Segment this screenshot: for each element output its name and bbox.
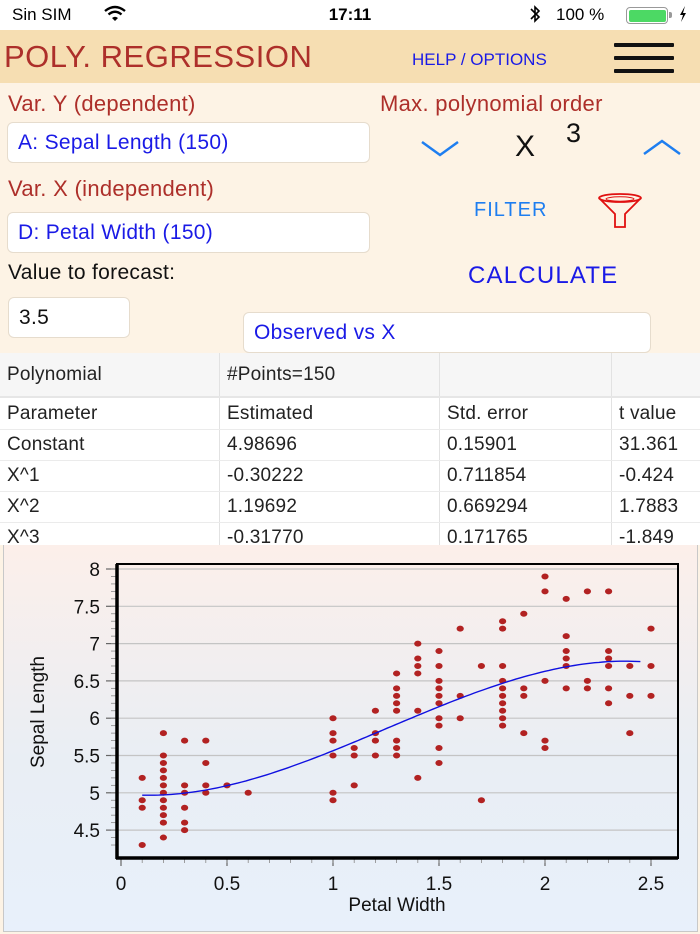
hamburger-menu-icon[interactable] [614, 43, 674, 73]
table-row: X^2 1.19692 0.669294 1.7883 [0, 492, 700, 523]
svg-text:6: 6 [89, 709, 100, 730]
table-row: Parameter Estimated Std. error t value [0, 398, 700, 430]
table-cell: Constant [0, 430, 220, 460]
svg-text:1: 1 [328, 874, 339, 895]
table-cell: X^2 [0, 492, 220, 522]
svg-text:0.5: 0.5 [214, 874, 240, 895]
table-cell: 0.171765 [440, 523, 612, 545]
scatter-plot[interactable]: 4.5 5 5.5 6 6.5 7 7.5 8 0 0.5 1 1.5 2 2.5 Petal Widt… [0, 545, 700, 934]
svg-text:0: 0 [116, 874, 127, 895]
table-cell: 0.669294 [440, 492, 612, 522]
app-header: POLY. REGRESSION HELP / OPTIONS [0, 30, 700, 83]
table-cell: Estimated [220, 398, 440, 429]
y-axis-ticks: 4.5 5 5.5 6 6.5 7 7.5 8 [74, 560, 117, 846]
wifi-icon [103, 5, 127, 28]
table-cell: 31.361 [619, 434, 679, 455]
fit-curve [142, 660, 641, 796]
table-cell: -0.31770 [220, 523, 440, 545]
svg-text:2: 2 [540, 874, 551, 895]
table-row: Constant 4.98696 0.15901 31.361 [0, 430, 700, 461]
chevron-down-icon[interactable] [420, 136, 460, 162]
table-cell: Std. error [440, 398, 612, 429]
svg-text:7.5: 7.5 [74, 597, 100, 618]
table-cell: 1.19692 [220, 492, 440, 522]
forecast-label: Value to forecast: [8, 261, 176, 284]
table-cell: 4.98696 [220, 430, 440, 460]
battery-tip [669, 12, 672, 18]
svg-text:5: 5 [89, 784, 100, 805]
x-axis-label: Petal Width [348, 895, 445, 916]
battery-icon [626, 7, 668, 24]
table-header-cell [440, 353, 612, 396]
table-cell: -0.424 [619, 465, 675, 486]
table-row: X^1 -0.30222 0.711854 -0.424 [0, 461, 700, 492]
filter-button[interactable]: FILTER [474, 199, 548, 221]
polynomial-order-display: X 3 [515, 118, 581, 164]
forecast-value: 3.5 [19, 305, 50, 329]
var-x-label: Var. X (independent) [8, 176, 215, 201]
carrier-label: Sin SIM [12, 5, 72, 24]
var-y-selector[interactable]: A: Sepal Length (150) [7, 122, 370, 163]
charging-bolt-icon [678, 4, 688, 28]
data-points [138, 573, 655, 849]
order-value: 3 [566, 118, 582, 148]
order-base: X [515, 130, 536, 163]
app-title: POLY. REGRESSION [4, 39, 313, 74]
max-order-label: Max. polynomial order [380, 91, 603, 116]
y-axis-label: Sepal Length [28, 656, 49, 768]
svg-text:1.5: 1.5 [426, 874, 452, 895]
table-cell: -1.849 [619, 527, 675, 545]
status-bar: Sin SIM 17:11 100 % [0, 0, 700, 30]
table-cell: X^1 [0, 461, 220, 491]
help-options-link[interactable]: HELP / OPTIONS [412, 50, 547, 69]
table-cell: t value [619, 402, 677, 424]
var-x-value: D: Petal Width (150) [18, 220, 214, 244]
x-axis-ticks: 0 0.5 1 1.5 2 2.5 [116, 858, 664, 895]
table-header-cell [612, 353, 700, 396]
table-header-cell: Polynomial [0, 353, 220, 396]
chevron-up-icon[interactable] [642, 134, 682, 160]
forecast-input[interactable]: 3.5 [8, 297, 130, 338]
plot-type-value: Observed vs X [254, 320, 396, 344]
table-cell: Parameter [0, 398, 220, 429]
battery-percent: 100 % [556, 5, 605, 24]
table-cell: X^3 [0, 523, 220, 545]
bluetooth-icon [528, 4, 542, 29]
table-header-row: Polynomial #Points=150 [0, 353, 700, 398]
plot-type-selector[interactable]: Observed vs X [243, 312, 651, 353]
svg-text:7: 7 [89, 635, 100, 656]
svg-text:8: 8 [89, 560, 100, 581]
svg-text:5.5: 5.5 [74, 747, 100, 768]
results-table[interactable]: Polynomial #Points=150 Parameter Estimat… [0, 353, 700, 545]
var-x-selector[interactable]: D: Petal Width (150) [7, 212, 370, 253]
svg-text:2.5: 2.5 [638, 874, 664, 895]
table-cell: -0.30222 [220, 461, 440, 491]
chart-panel [3, 545, 698, 932]
table-header-cell: #Points=150 [220, 353, 440, 396]
funnel-icon[interactable] [596, 192, 644, 230]
var-y-label: Var. Y (dependent) [8, 91, 196, 116]
clock: 17:11 [328, 5, 372, 24]
svg-text:6.5: 6.5 [74, 672, 100, 693]
svg-text:4.5: 4.5 [74, 821, 100, 842]
table-row: X^3 -0.31770 0.171765 -1.849 [0, 523, 700, 545]
table-cell: 0.711854 [440, 461, 612, 491]
table-cell: 0.15901 [440, 430, 612, 460]
calculate-button[interactable]: CALCULATE [468, 262, 619, 289]
var-y-value: A: Sepal Length (150) [18, 130, 229, 154]
table-cell: 1.7883 [619, 496, 679, 517]
